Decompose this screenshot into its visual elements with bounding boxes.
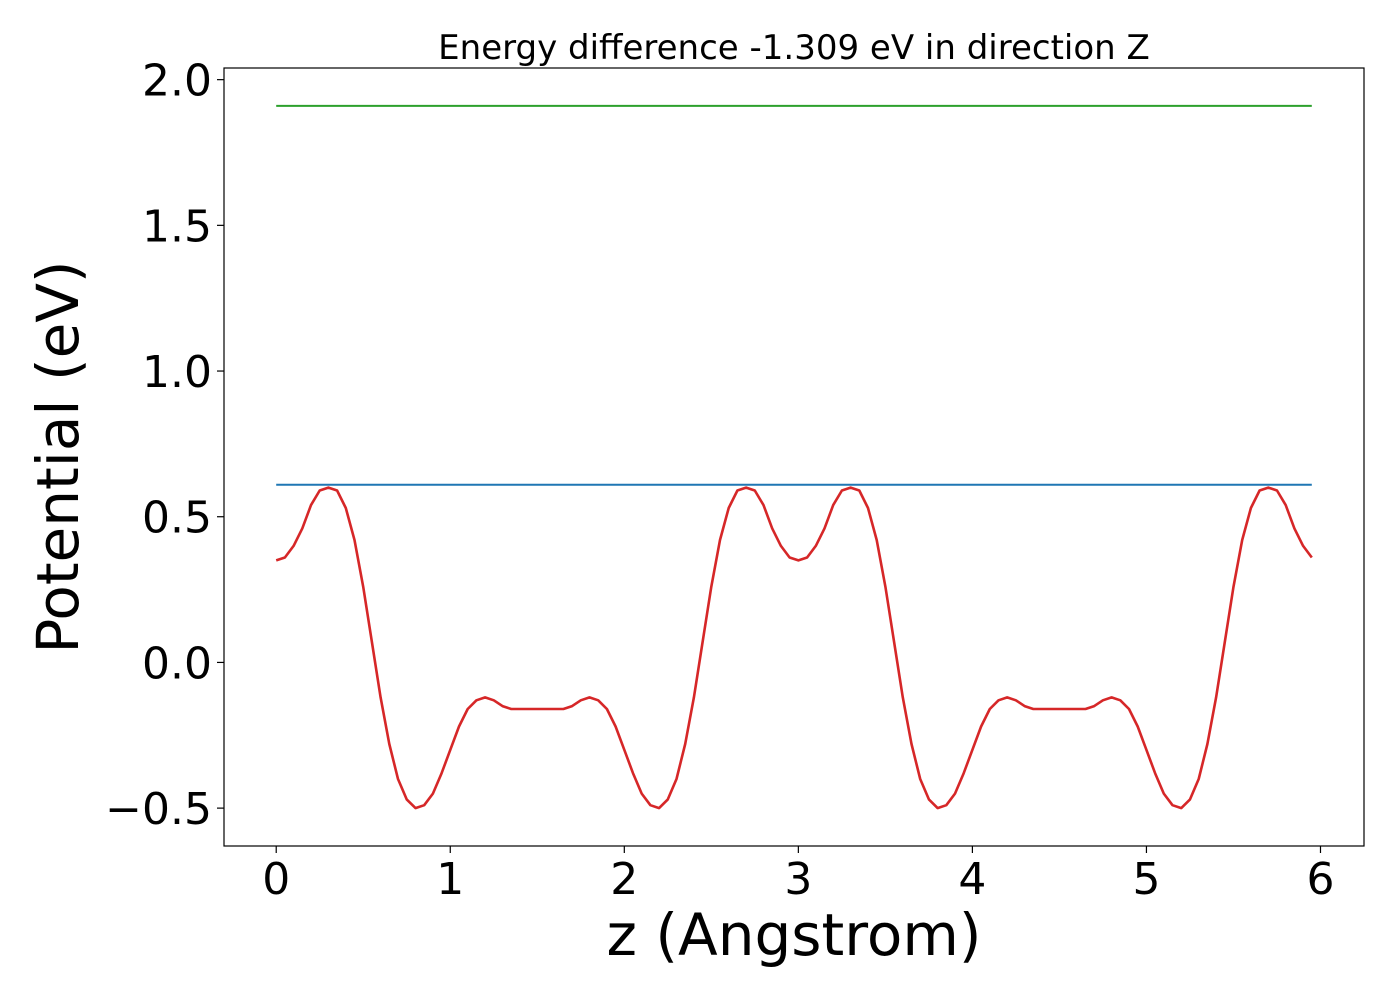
x-axis-ticks: 0 1 2 3 4 5 6 [262,846,1334,905]
y-tick-label: 0.0 [142,638,212,689]
x-tick-label: 5 [1132,854,1160,905]
x-tick-label: 4 [958,854,986,905]
x-axis-label: z (Angstrom) [607,901,982,969]
x-tick-label: 3 [784,854,812,905]
y-axis-label: Potential (eV) [24,260,92,653]
chart-title: Energy difference -1.309 eV in direction… [438,28,1150,68]
x-tick-label: 0 [262,854,290,905]
x-tick-label: 2 [610,854,638,905]
y-tick-label: −0.5 [105,784,212,835]
y-tick-label: 1.0 [142,347,212,398]
y-tick-label: 1.5 [142,201,212,252]
series-layer [275,104,1313,810]
x-tick-label: 1 [436,854,464,905]
y-axis-ticks: −0.5 0.0 0.5 1.0 1.5 2.0 [105,56,224,835]
y-tick-label: 0.5 [142,493,212,544]
y-tick-label: 2.0 [142,56,212,107]
plot-frame [223,67,1365,847]
series-line-2 [275,486,1313,810]
x-tick-label: 6 [1306,854,1334,905]
